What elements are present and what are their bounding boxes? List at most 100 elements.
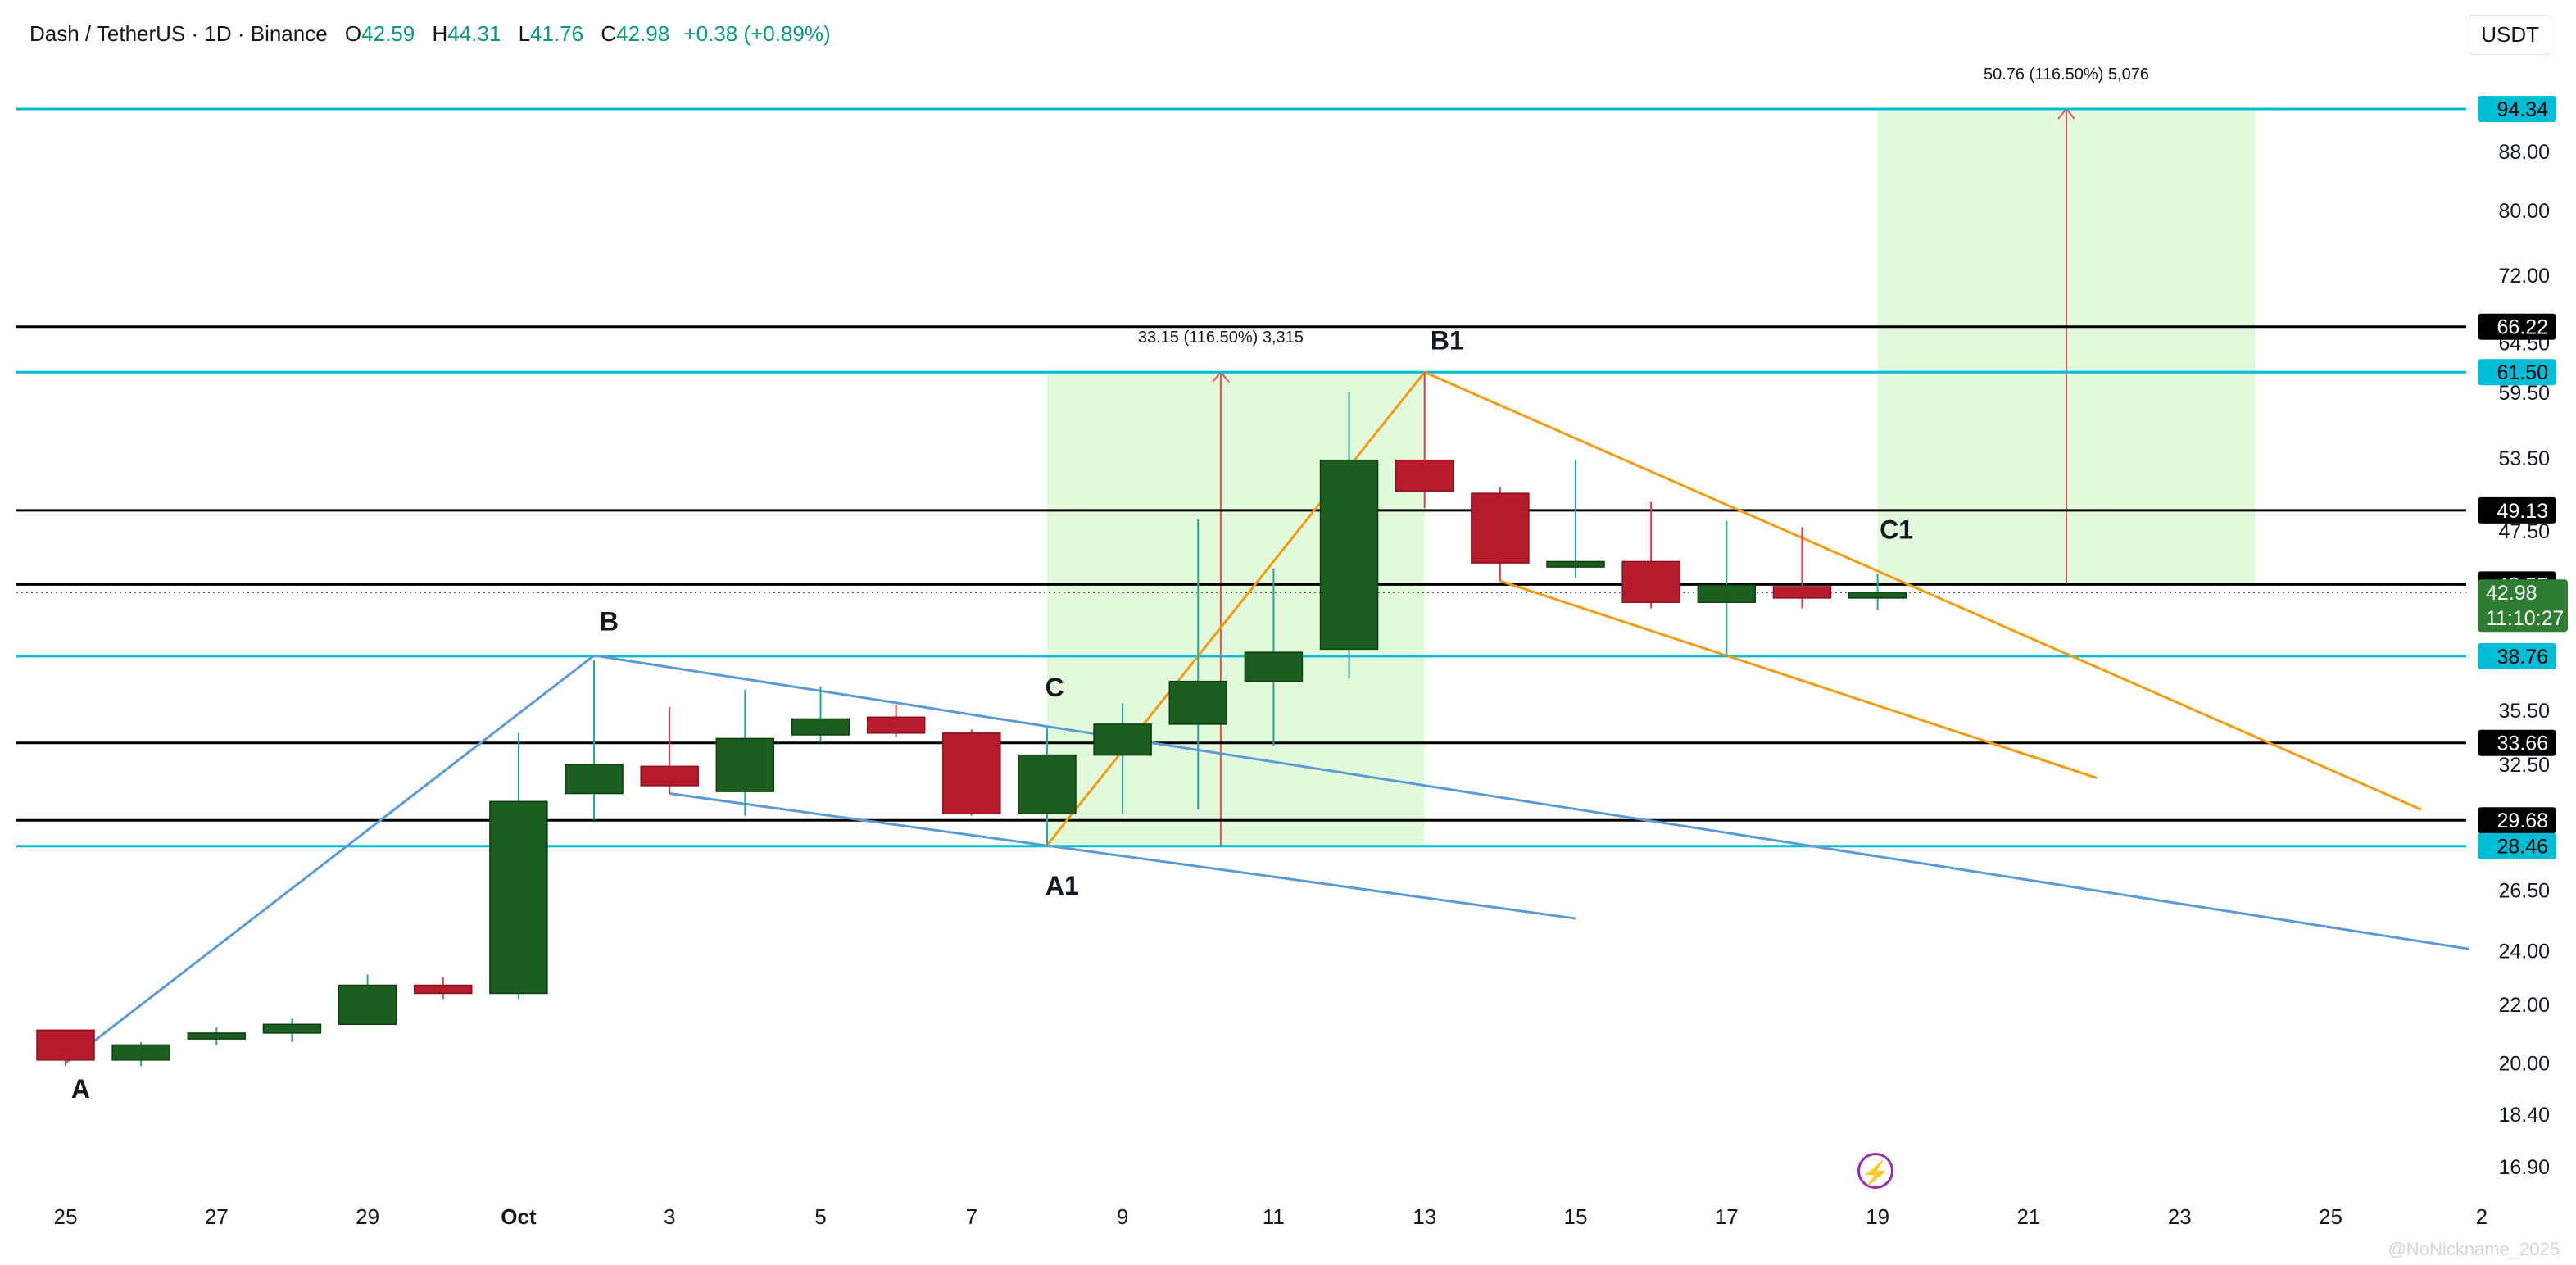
candles-layer bbox=[36, 372, 1907, 1067]
countdown-text: 11:10:27 bbox=[2486, 607, 2564, 630]
candle-body bbox=[1168, 680, 1227, 725]
candle-body bbox=[565, 764, 624, 795]
wave-labels-layer: A B C A1 B1 C1 bbox=[71, 326, 1913, 1104]
candle-body bbox=[866, 716, 926, 734]
price-tick: 20.00 bbox=[2498, 1053, 2550, 1076]
low-label: L bbox=[518, 21, 531, 46]
price-tick: 59.50 bbox=[2498, 382, 2550, 405]
open-label: O bbox=[344, 21, 362, 46]
candle-body bbox=[791, 718, 850, 736]
currency-unit-button[interactable]: USDT bbox=[2469, 15, 2551, 55]
candle-19 bbox=[1395, 372, 1454, 509]
candle-25 bbox=[1848, 574, 1907, 610]
time-tick-2: 2 bbox=[2476, 1204, 2488, 1229]
level-badge-66.22 bbox=[2478, 313, 2556, 340]
level-badge-text: 94.34 bbox=[2497, 98, 2548, 121]
candle-body bbox=[262, 1023, 322, 1034]
price-tick: 72.00 bbox=[2498, 265, 2550, 288]
pattern-line-3 bbox=[669, 792, 1576, 920]
candle-4 bbox=[262, 1018, 322, 1042]
candle-7 bbox=[489, 732, 548, 1000]
high-value: 44.31 bbox=[447, 21, 501, 46]
time-tick-13: 13 bbox=[1413, 1204, 1436, 1229]
price-tick: 47.50 bbox=[2498, 520, 2550, 543]
time-tick-Oct: Oct bbox=[501, 1204, 537, 1229]
time-tick-23: 23 bbox=[2168, 1204, 2192, 1229]
time-tick-9: 9 bbox=[1117, 1204, 1128, 1229]
price-tick: 32.50 bbox=[2498, 754, 2550, 777]
open-value: 42.59 bbox=[361, 21, 415, 46]
candle-body bbox=[1621, 560, 1680, 603]
candle-body bbox=[1018, 754, 1077, 814]
candle-12 bbox=[866, 705, 926, 737]
lightning-icon[interactable]: ⚡ bbox=[1857, 1153, 1893, 1189]
target-label-2: 50.76 (116.50%) 5,076 bbox=[1984, 66, 2149, 84]
time-tick-5: 5 bbox=[814, 1204, 826, 1229]
low-value: 41.76 bbox=[530, 21, 584, 46]
price-tick: 18.40 bbox=[2498, 1104, 2550, 1127]
candle-body bbox=[338, 984, 397, 1026]
candle-body bbox=[1772, 586, 1832, 599]
price-tick: 80.00 bbox=[2498, 200, 2550, 223]
candle-body bbox=[1395, 459, 1454, 492]
candle-5 bbox=[338, 974, 397, 1026]
level-badge-text: 38.76 bbox=[2497, 646, 2548, 669]
candle-body bbox=[36, 1029, 95, 1061]
candle-14 bbox=[1018, 728, 1077, 846]
wave-label-C1: C1 bbox=[1880, 515, 1913, 545]
time-tick-25: 25 bbox=[54, 1204, 78, 1229]
level-badge-38.76 bbox=[2478, 642, 2556, 669]
level-badge-29.68 bbox=[2478, 807, 2556, 834]
wave-label-B1: B1 bbox=[1431, 326, 1464, 356]
candle-3 bbox=[187, 1027, 247, 1045]
candle-body bbox=[1697, 584, 1757, 603]
price-tick: 22.00 bbox=[2498, 994, 2550, 1017]
change-value: +0.38 (+0.89%) bbox=[683, 21, 831, 46]
candle-body bbox=[187, 1032, 247, 1040]
pattern-lines-layer bbox=[65, 370, 2483, 1064]
level-badge-28.46 bbox=[2478, 832, 2556, 859]
time-tick-3: 3 bbox=[664, 1204, 675, 1229]
last-price-badge bbox=[2478, 579, 2568, 632]
candle-body bbox=[111, 1044, 170, 1061]
candle-10 bbox=[715, 689, 775, 816]
level-badge-49.13 bbox=[2478, 496, 2556, 524]
level-badge-text: 28.46 bbox=[2497, 836, 2548, 859]
time-tick-11: 11 bbox=[1263, 1204, 1285, 1229]
target-label-1: 33.15 (116.50%) 3,315 bbox=[1138, 329, 1304, 347]
level-badge-33.66 bbox=[2478, 729, 2556, 756]
watermark: @NoNickname_2025 bbox=[2388, 1239, 2560, 1259]
candle-body bbox=[715, 737, 775, 792]
level-badge-text: 33.66 bbox=[2497, 732, 2548, 755]
target-zones-layer: 33.15 (116.50%) 3,315 50.76 (116.50%) 5,0… bbox=[1046, 66, 2256, 846]
price-tick: 24.00 bbox=[2498, 941, 2550, 963]
candle-17 bbox=[1244, 568, 1304, 746]
wave-label-C: C bbox=[1045, 673, 1064, 702]
time-tick-17: 17 bbox=[1715, 1204, 1739, 1229]
price-tick: 26.50 bbox=[2498, 879, 2550, 902]
wave-label-A: A bbox=[71, 1074, 90, 1104]
candle-body bbox=[1848, 592, 1907, 599]
candle-24 bbox=[1772, 527, 1832, 609]
candle-1 bbox=[36, 1029, 95, 1067]
symbol-header[interactable]: Dash / TetherUS · 1D · Binance O42.59 H4… bbox=[29, 21, 831, 47]
level-badge-text: 66.22 bbox=[2497, 316, 2548, 339]
time-tick-21: 21 bbox=[2016, 1204, 2040, 1229]
candle-20 bbox=[1471, 487, 1530, 582]
pattern-line-4 bbox=[1045, 371, 1426, 846]
level-badge-text: 49.13 bbox=[2497, 500, 2548, 523]
price-axis-background bbox=[2469, 0, 2576, 1265]
candle-body bbox=[1546, 560, 1605, 568]
price-tick: 88.00 bbox=[2498, 141, 2550, 164]
pattern-line-1 bbox=[65, 654, 595, 1064]
candle-13 bbox=[942, 729, 1001, 816]
pattern-line-6 bbox=[1499, 579, 2098, 779]
candle-body bbox=[1244, 651, 1304, 682]
pattern-line-2 bbox=[593, 654, 2483, 953]
level-badge-text: 61.50 bbox=[2497, 361, 2548, 384]
symbol-name: Dash / TetherUS · 1D · Binance bbox=[29, 21, 328, 46]
time-axis-layer: 25 27 29 Oct 3 5 7 9 11 13 15 17 19 21 23 25 2 bbox=[54, 1204, 2488, 1229]
level-badge-text: 29.68 bbox=[2497, 809, 2548, 832]
candle-body bbox=[942, 732, 1001, 814]
